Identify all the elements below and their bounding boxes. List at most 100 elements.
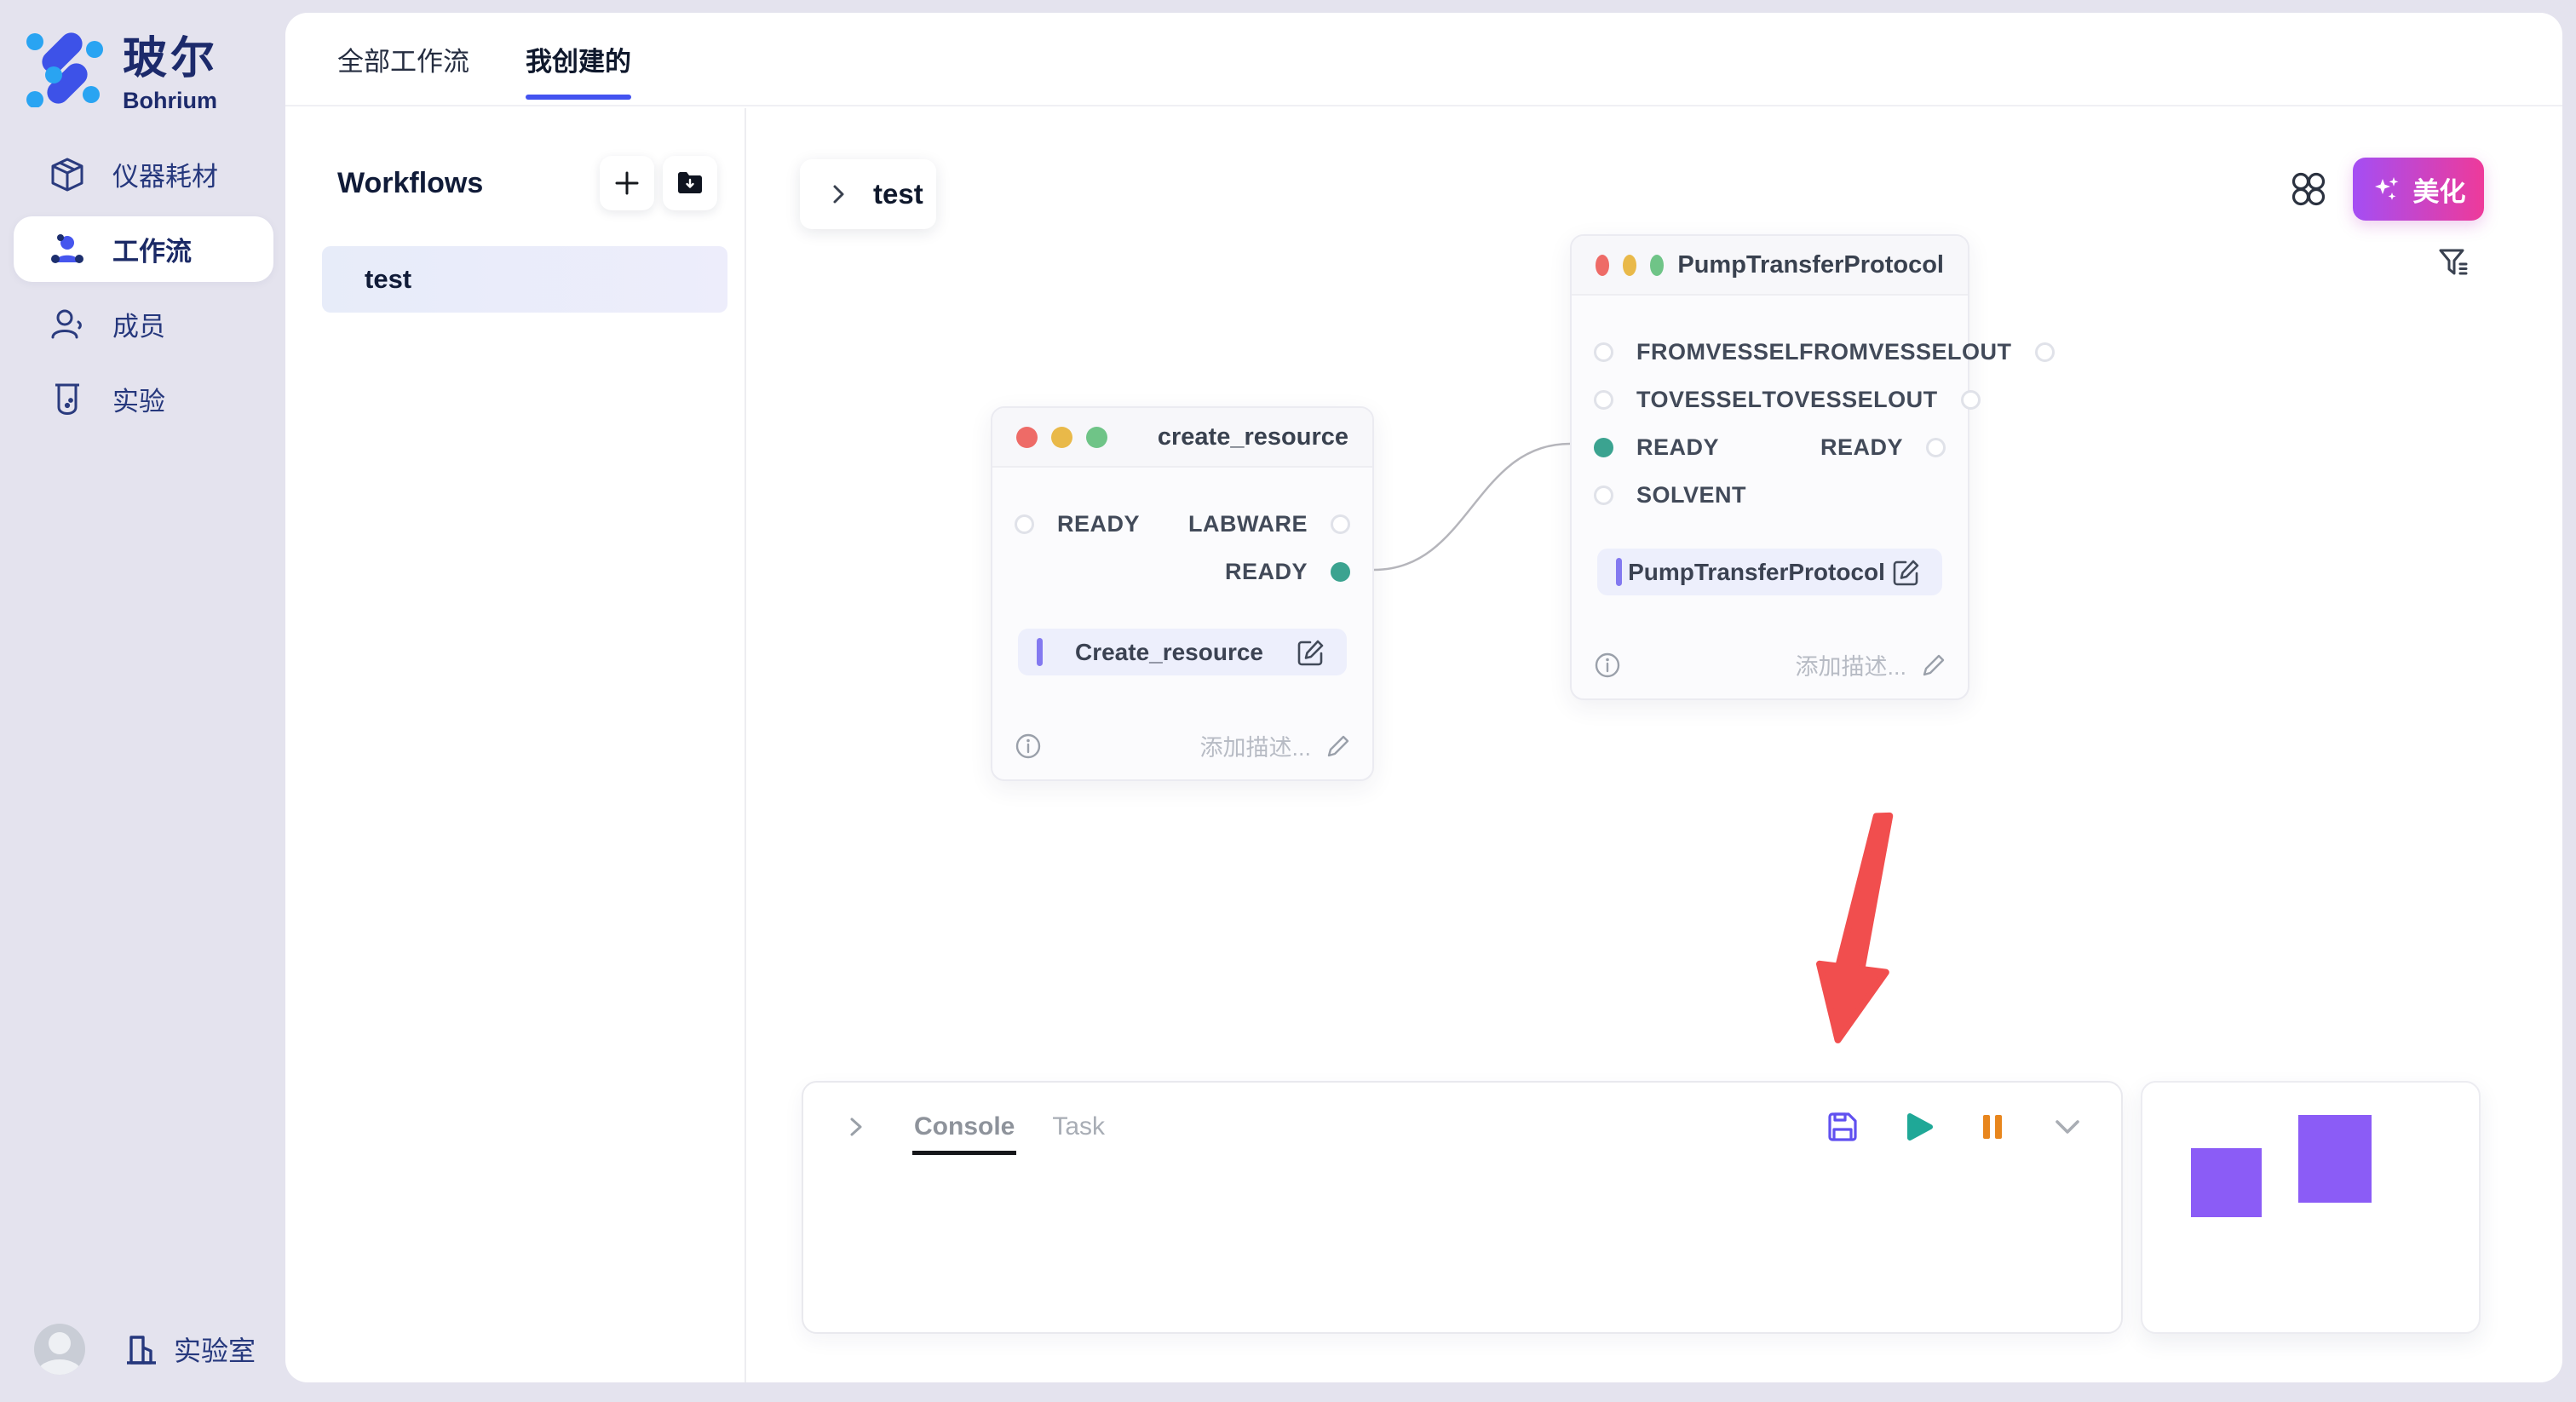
traffic-dot-green bbox=[1086, 426, 1107, 448]
save-icon[interactable] bbox=[1825, 1109, 1860, 1145]
sidebar-item-experiments[interactable]: 实验 bbox=[14, 366, 273, 432]
brand-logo: 玻尔 Bohrium bbox=[26, 22, 218, 114]
test-tube-icon bbox=[55, 383, 79, 415]
filter-icon[interactable] bbox=[2436, 245, 2470, 279]
box-icon bbox=[51, 158, 83, 191]
port-row: READY bbox=[1015, 553, 1350, 590]
building-icon bbox=[127, 1336, 156, 1365]
port-handle[interactable] bbox=[1594, 389, 1613, 410]
traffic-dot-green bbox=[1650, 254, 1665, 276]
info-icon[interactable] bbox=[1594, 652, 1621, 679]
port-row: READY LABWARE bbox=[1015, 505, 1350, 543]
add-workflow-button[interactable] bbox=[600, 156, 654, 210]
port-label: FROMVESSELOUT bbox=[1799, 338, 2012, 365]
sidebar-item-label: 工作流 bbox=[112, 237, 192, 267]
tab-my-created[interactable]: 我创建的 bbox=[526, 13, 631, 105]
output-port-ready: READY bbox=[1225, 559, 1350, 585]
traffic-dot-yellow bbox=[1623, 254, 1637, 276]
minimap-node bbox=[2298, 1115, 2372, 1203]
input-port-fromvessel: FROMVESSEL bbox=[1594, 339, 1799, 365]
node-title: PumpTransferProtocol bbox=[1677, 250, 1944, 279]
output-port-labware: LABWARE bbox=[1188, 511, 1350, 537]
port-handle[interactable] bbox=[1594, 342, 1613, 362]
users-icon bbox=[51, 309, 82, 338]
tab-console[interactable]: Console bbox=[911, 1112, 1017, 1155]
workflow-list-item-test[interactable]: test bbox=[322, 246, 727, 313]
sparkles-icon bbox=[2374, 177, 2398, 200]
traffic-dot-red bbox=[1596, 254, 1610, 276]
minimap[interactable] bbox=[2141, 1081, 2481, 1334]
beautify-label: 美化 bbox=[2412, 176, 2466, 207]
chevron-right-icon[interactable] bbox=[841, 1112, 870, 1141]
edit-icon[interactable] bbox=[1296, 637, 1326, 668]
traffic-dot-red bbox=[1016, 426, 1038, 448]
description-placeholder[interactable]: 添加描述... bbox=[1795, 654, 1906, 680]
input-port-ready: READY bbox=[1594, 434, 1719, 461]
port-label: FROMVESSEL bbox=[1636, 338, 1800, 365]
edit-icon[interactable] bbox=[1891, 557, 1922, 588]
folder-download-icon bbox=[678, 172, 702, 193]
node-create-resource[interactable]: create_resource READY LABWARE READY bbox=[991, 406, 1374, 781]
pill-label: Create_resource bbox=[1074, 638, 1264, 665]
sidebar-item-label: 实验 bbox=[112, 387, 165, 417]
pencil-icon[interactable] bbox=[1325, 733, 1352, 760]
port-handle[interactable] bbox=[2034, 342, 2055, 362]
node-pump-transfer-protocol[interactable]: PumpTransferProtocol FROMVESSEL FROMVESS… bbox=[1570, 234, 2055, 700]
user-avatar[interactable] bbox=[34, 1324, 85, 1375]
play-icon[interactable] bbox=[1900, 1109, 1935, 1145]
pencil-icon[interactable] bbox=[1920, 652, 1947, 679]
port-handle[interactable] bbox=[1331, 514, 1350, 534]
pill-accent-bar bbox=[1616, 558, 1622, 586]
traffic-dot-yellow bbox=[1051, 426, 1072, 448]
port-handle-connected[interactable] bbox=[1331, 561, 1350, 582]
sidebar-item-label: 仪器耗材 bbox=[112, 162, 218, 192]
pill-accent-bar bbox=[1037, 638, 1043, 666]
port-label: LABWARE bbox=[1188, 510, 1308, 537]
pause-icon[interactable] bbox=[1975, 1109, 2010, 1145]
tab-task[interactable]: Task bbox=[1052, 1112, 1106, 1141]
port-handle[interactable] bbox=[1960, 389, 1981, 410]
plus-icon bbox=[615, 171, 639, 195]
workflows-panel: Workflows test bbox=[285, 108, 746, 1382]
info-icon[interactable] bbox=[1015, 733, 1042, 760]
brand-name-en: Bohrium bbox=[123, 88, 217, 113]
sidebar-item-members[interactable]: 成员 bbox=[14, 291, 273, 357]
port-row: READY READY bbox=[1594, 428, 1946, 466]
node-action-pill[interactable]: Create_resource bbox=[1018, 629, 1347, 675]
pill-label: PumpTransferProtocol bbox=[1628, 558, 1885, 585]
layout-grid-icon[interactable] bbox=[2289, 170, 2328, 209]
import-folder-button[interactable] bbox=[663, 156, 717, 210]
port-handle[interactable] bbox=[1594, 485, 1613, 505]
workflow-people-icon bbox=[51, 233, 83, 263]
port-row: SOLVENT bbox=[1594, 476, 1946, 514]
description-placeholder[interactable]: 添加描述... bbox=[1199, 735, 1311, 761]
node-header: PumpTransferProtocol bbox=[1572, 236, 1968, 296]
output-port-tovesselout: TOVESSELOUT bbox=[1762, 387, 1981, 413]
node-footer: 添加描述... bbox=[1594, 648, 1947, 681]
node-action-pill[interactable]: PumpTransferProtocol bbox=[1597, 549, 1942, 595]
port-handle-connected[interactable] bbox=[1594, 437, 1613, 457]
port-handle[interactable] bbox=[1015, 514, 1034, 534]
port-row: TOVESSEL TOVESSELOUT bbox=[1594, 381, 1981, 418]
sidebar: 玻尔 Bohrium 仪器耗材 bbox=[0, 0, 285, 1402]
port-label: SOLVENT bbox=[1636, 481, 1747, 508]
port-label: TOVESSEL bbox=[1636, 386, 1762, 412]
workflows-title: Workflows bbox=[337, 166, 484, 199]
brand-name-cn: 玻尔 bbox=[123, 34, 219, 83]
node-title: create_resource bbox=[1157, 422, 1348, 451]
sidebar-item-label: 成员 bbox=[112, 312, 165, 342]
beautify-button[interactable]: 美化 bbox=[2353, 158, 2484, 221]
main-panel: 全部工作流 我创建的 Workflows bbox=[285, 13, 2562, 1382]
chevron-down-icon[interactable] bbox=[2050, 1109, 2085, 1145]
sidebar-item-workflow[interactable]: 工作流 bbox=[14, 216, 273, 282]
lab-switcher[interactable]: 实验室 bbox=[123, 1330, 256, 1369]
tab-all-workflows[interactable]: 全部工作流 bbox=[337, 46, 469, 77]
input-port-ready: READY bbox=[1015, 511, 1140, 537]
lab-label: 实验室 bbox=[174, 1336, 256, 1366]
console-header: Console Task bbox=[803, 1083, 2121, 1171]
port-handle[interactable] bbox=[1926, 437, 1946, 457]
canvas-breadcrumb[interactable]: test bbox=[800, 159, 936, 229]
sidebar-item-consumables[interactable]: 仪器耗材 bbox=[14, 141, 273, 207]
sidebar-footer: 实验室 bbox=[34, 1324, 256, 1375]
workflow-item-label: test bbox=[365, 264, 412, 294]
